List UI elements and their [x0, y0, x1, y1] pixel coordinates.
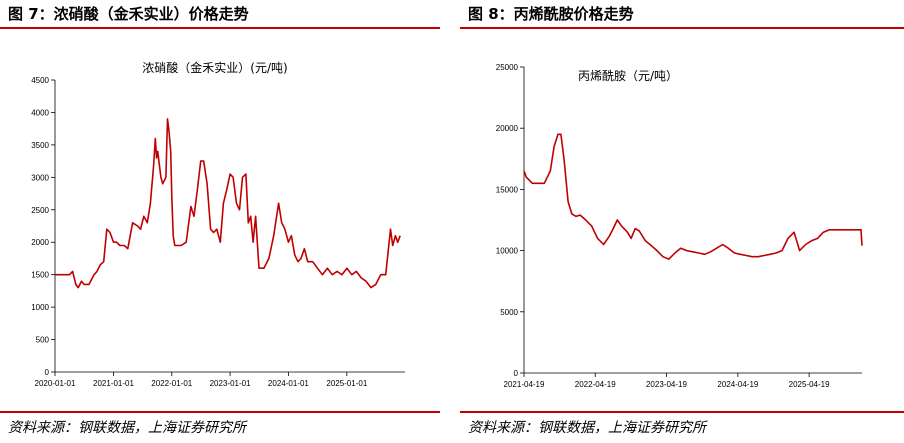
y-tick-label: 500 — [36, 336, 50, 345]
x-tick-label: 2022-04-19 — [575, 380, 616, 389]
y-tick-label: 3500 — [31, 141, 49, 150]
series-line — [55, 118, 401, 289]
y-tick-label: 2000 — [31, 238, 49, 247]
y-tick-label: 1500 — [31, 271, 49, 280]
y-tick-label: 20000 — [496, 124, 519, 133]
source-rule — [460, 411, 904, 413]
chart-title: 浓硝酸（金禾实业）(元/吨) — [142, 60, 287, 75]
left-panel: 图 7：浓硝酸（金禾实业）价格走势 浓硝酸（金禾实业）(元/吨) 0 500 1000… — [0, 0, 440, 443]
source-rule — [0, 411, 440, 413]
source-note: 资料来源：钢联数据，上海证券研究所 — [8, 420, 246, 436]
x-tick-label: 2024-01-01 — [268, 379, 309, 388]
y-tick-label: 0 — [45, 368, 50, 377]
series-line — [523, 133, 863, 260]
figure-title: 图 8：丙烯酰胺价格走势 — [468, 5, 634, 23]
y-tick-label: 4000 — [31, 108, 49, 117]
x-tick-label: 2021-01-01 — [93, 379, 134, 388]
y-tick-label: 25000 — [496, 63, 519, 72]
x-tick-label: 2024-04-19 — [717, 380, 758, 389]
x-tick-label: 2022-01-01 — [151, 379, 192, 388]
x-tick-label: 2025-01-01 — [326, 379, 367, 388]
y-tick-label: 4500 — [31, 76, 49, 85]
right-panel: 图 8：丙烯酰胺价格走势 丙烯酰胺（元/吨） 0 5000 10000 15000 200… — [460, 0, 904, 443]
x-tick-label: 2021-04-19 — [504, 380, 545, 389]
y-tick-label: 3000 — [31, 173, 49, 182]
x-tick-label: 2025-04-19 — [789, 380, 830, 389]
x-tick-label: 2020-01-01 — [35, 379, 76, 388]
figure-title: 图 7：浓硝酸（金禾实业）价格走势 — [8, 5, 249, 23]
y-tick-label: 0 — [514, 369, 519, 378]
x-tick-label: 2023-04-19 — [646, 380, 687, 389]
y-tick-label: 10000 — [496, 247, 519, 256]
x-tick-label: 2023-01-01 — [210, 379, 251, 388]
acrylamide-chart: 丙烯酰胺（元/吨） 0 5000 10000 15000 20000 25000 2021-0… — [496, 63, 863, 389]
y-tick-label: 15000 — [496, 185, 519, 194]
title-rule — [460, 27, 904, 29]
title-rule — [0, 27, 440, 29]
y-tick-label: 5000 — [500, 308, 518, 317]
y-tick-label: 2500 — [31, 206, 49, 215]
chart-title: 丙烯酰胺（元/吨） — [578, 69, 678, 83]
nitric-acid-chart: 浓硝酸（金禾实业）(元/吨) 0 500 1000 1500 2000 2500 3000 35… — [31, 60, 405, 388]
y-tick-label: 1000 — [31, 303, 49, 312]
source-note: 资料来源：钢联数据，上海证券研究所 — [468, 420, 706, 436]
